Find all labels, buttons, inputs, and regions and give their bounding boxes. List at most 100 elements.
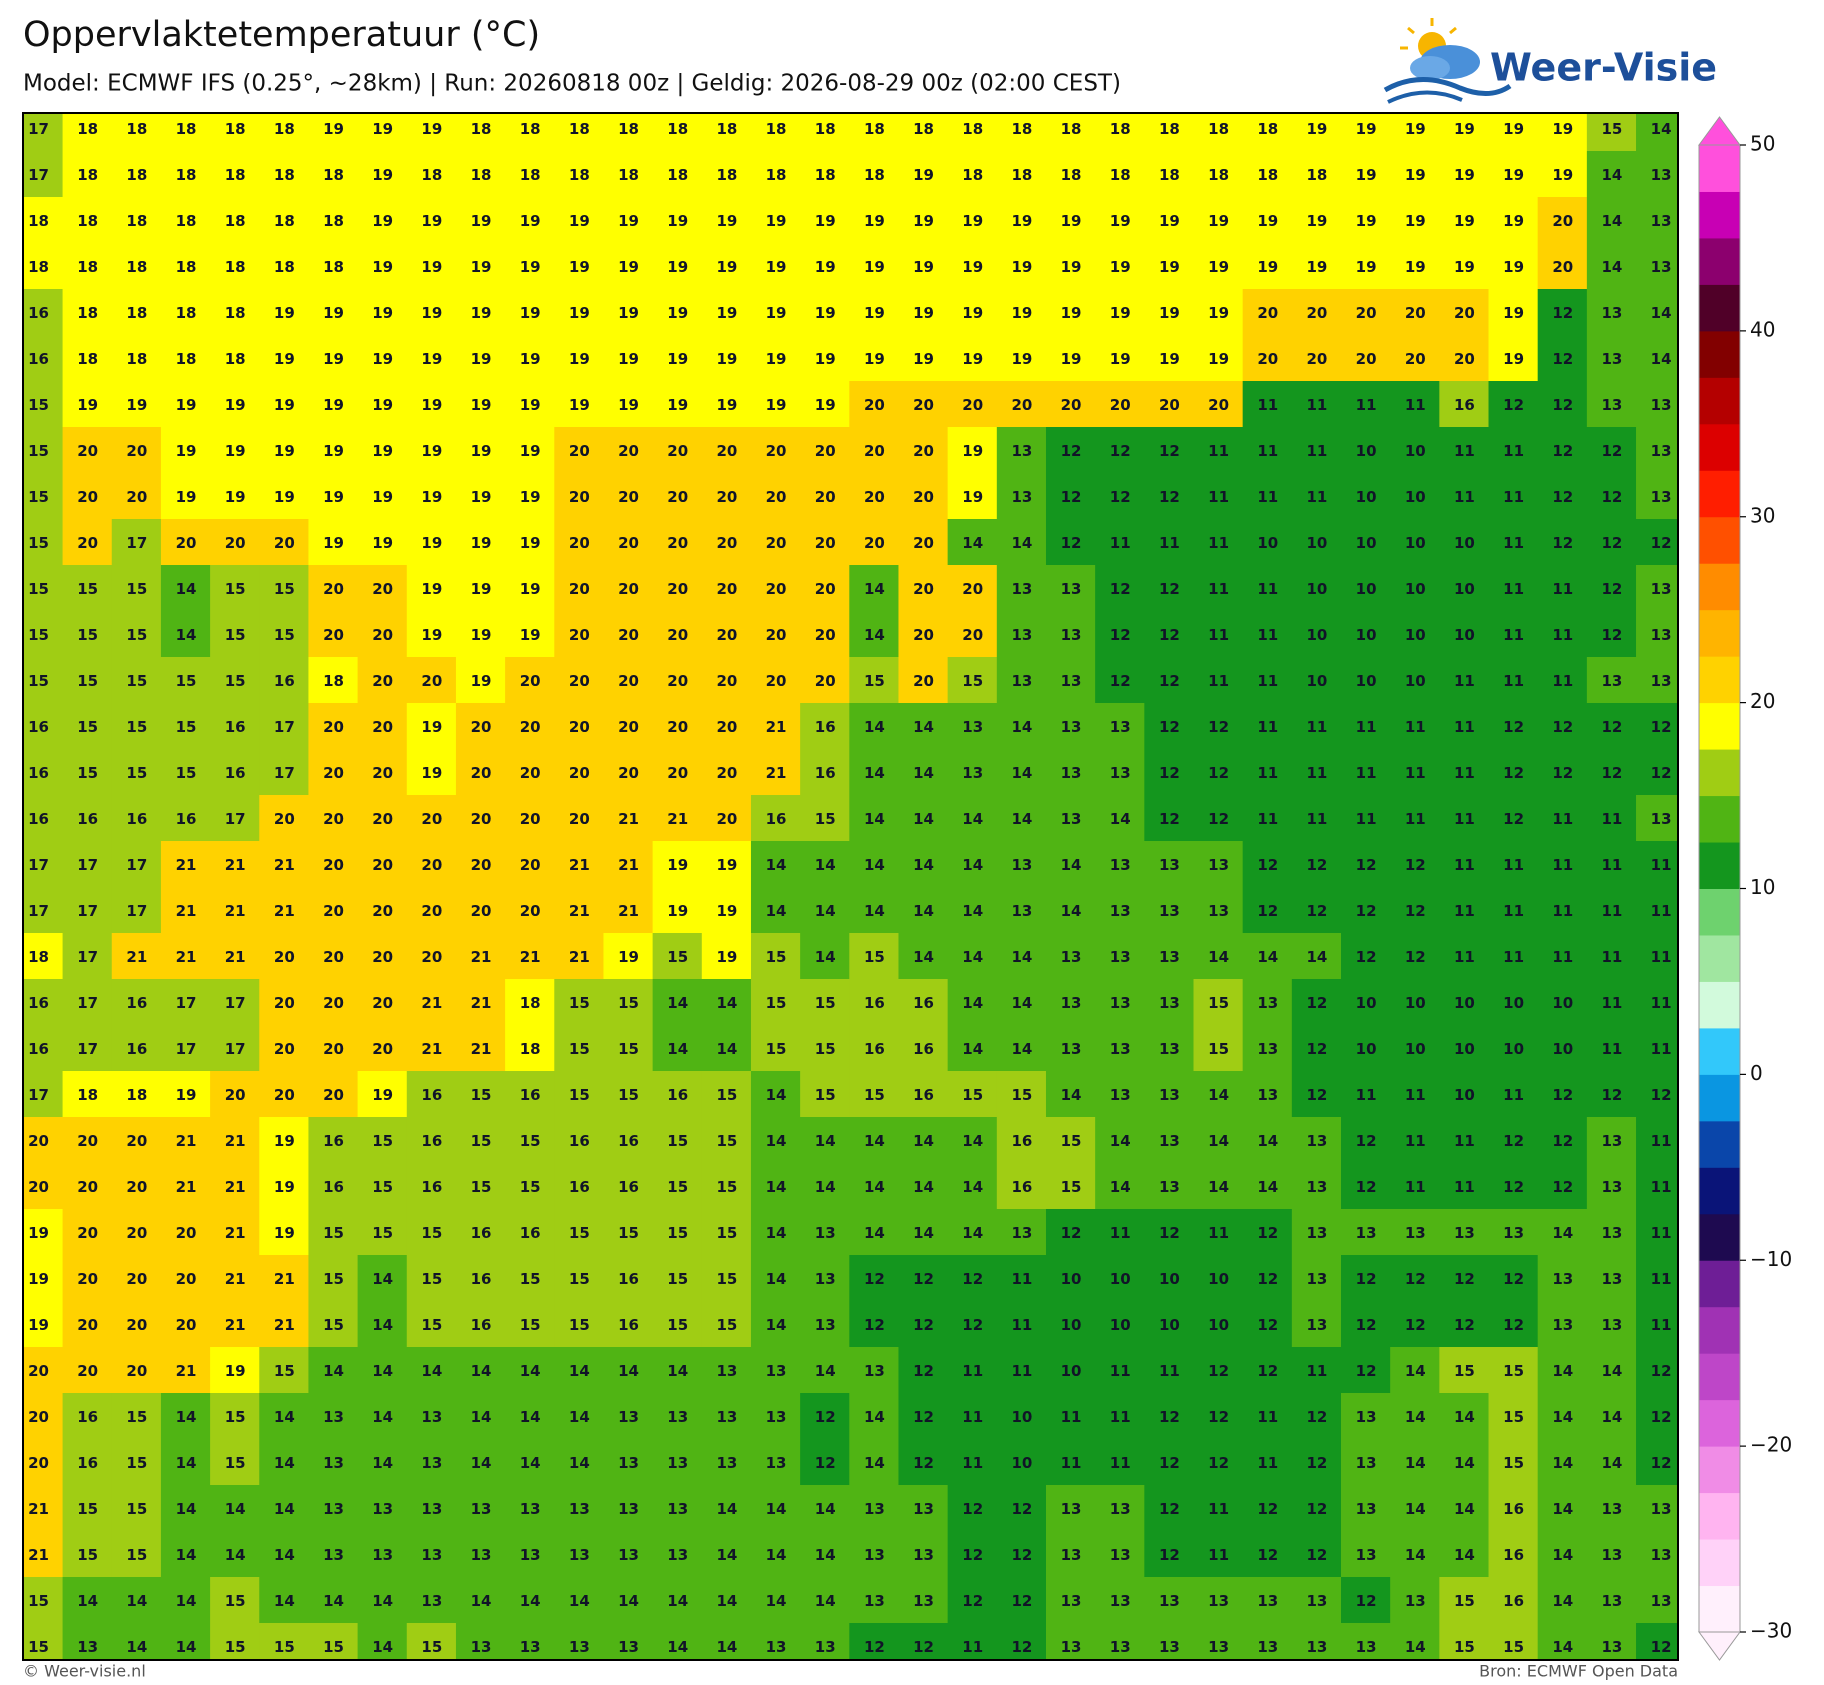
cell-label: 17 <box>77 994 98 1012</box>
cell-label: 15 <box>372 1132 393 1150</box>
cell-label: 14 <box>913 718 934 736</box>
temperature-cell <box>1242 381 1293 428</box>
temperature-cell <box>259 381 310 428</box>
temperature-cell <box>947 749 998 796</box>
cell-label: 20 <box>766 626 787 644</box>
cell-label: 20 <box>766 442 787 460</box>
colorbar-tick-label: 50 <box>1750 132 1775 156</box>
temperature-cell <box>1291 611 1343 658</box>
temperature-cell <box>1439 795 1490 842</box>
cell-label: 18 <box>225 304 246 322</box>
cell-label: 16 <box>28 350 49 368</box>
temperature-cell <box>1636 243 1678 290</box>
temperature-cell <box>62 243 113 290</box>
cell-label: 12 <box>1651 1454 1672 1472</box>
cell-label: 15 <box>618 1040 639 1058</box>
cell-label: 11 <box>1552 856 1573 874</box>
cell-label: 15 <box>1454 1362 1475 1380</box>
cell-label: 14 <box>176 1454 197 1472</box>
cell-label: 13 <box>1110 1086 1131 1104</box>
cell-label: 14 <box>569 1454 590 1472</box>
cell-label: 14 <box>913 856 934 874</box>
cell-label: 14 <box>913 948 934 966</box>
cell-label: 19 <box>1159 304 1180 322</box>
temperature-cell <box>603 565 654 612</box>
cell-label: 19 <box>520 304 541 322</box>
cell-label: 19 <box>274 1178 295 1196</box>
cell-label: 10 <box>1454 994 1475 1012</box>
temperature-cell <box>259 289 310 336</box>
cell-label: 19 <box>667 396 688 414</box>
cell-label: 13 <box>1159 1040 1180 1058</box>
temperature-cell <box>308 197 359 244</box>
cell-label: 19 <box>1405 120 1426 138</box>
cell-label: 18 <box>77 212 98 230</box>
cell-label: 13 <box>1061 1040 1082 1058</box>
cell-label: 20 <box>323 1086 344 1104</box>
temperature-cell <box>554 703 605 750</box>
temperature-cell <box>1242 703 1293 750</box>
cell-label: 19 <box>471 350 492 368</box>
cell-label: 11 <box>1061 1454 1082 1472</box>
temperature-cell <box>1193 427 1244 474</box>
temperature-cell <box>1586 795 1638 842</box>
cell-label: 11 <box>1552 580 1573 598</box>
cell-label: 13 <box>913 1500 934 1518</box>
cell-label: 11 <box>1208 442 1229 460</box>
cell-label: 19 <box>421 764 442 782</box>
cell-label: 12 <box>1061 1224 1082 1242</box>
cell-label: 12 <box>962 1500 983 1518</box>
cell-label: 13 <box>864 1500 885 1518</box>
cell-label: 11 <box>1257 442 1278 460</box>
temperature-cell <box>1193 243 1244 290</box>
temperature-cell <box>1537 289 1588 336</box>
cell-label: 17 <box>28 166 49 184</box>
cell-label: 20 <box>716 534 737 552</box>
temperature-cell <box>23 749 64 796</box>
cell-label: 10 <box>1405 994 1426 1012</box>
cell-label: 15 <box>667 1178 688 1196</box>
cell-label: 12 <box>1159 810 1180 828</box>
cell-label: 16 <box>421 1132 442 1150</box>
cell-label: 20 <box>372 1040 393 1058</box>
cell-label: 20 <box>372 948 393 966</box>
colorbar-tick-label: −30 <box>1750 1619 1792 1643</box>
cell-label: 13 <box>1011 856 1032 874</box>
cell-label: 16 <box>77 1408 98 1426</box>
cell-label: 19 <box>323 350 344 368</box>
cell-label: 13 <box>1552 1316 1573 1334</box>
temperature-cell <box>1144 151 1195 198</box>
cell-label: 19 <box>372 120 393 138</box>
cell-label: 13 <box>323 1408 344 1426</box>
cell-label: 12 <box>1110 672 1131 690</box>
cell-label: 11 <box>1306 488 1327 506</box>
cell-label: 13 <box>1651 212 1672 230</box>
cell-label: 14 <box>1552 1454 1573 1472</box>
temperature-cell <box>505 473 556 520</box>
cell-label: 15 <box>28 580 49 598</box>
temperature-cell <box>406 565 457 612</box>
temperature-cell <box>1537 611 1588 658</box>
temperature-cell <box>603 335 654 382</box>
temperature-cell <box>701 151 752 198</box>
cell-label: 19 <box>1159 258 1180 276</box>
temperature-cell <box>62 519 113 566</box>
temperature-cell <box>898 427 949 474</box>
cell-label: 19 <box>1503 258 1524 276</box>
cell-label: 15 <box>1061 1132 1082 1150</box>
cell-label: 12 <box>1061 442 1082 460</box>
cell-label: 20 <box>372 626 393 644</box>
cell-label: 20 <box>421 948 442 966</box>
cell-label: 15 <box>323 1224 344 1242</box>
cell-label: 18 <box>1061 120 1082 138</box>
cell-label: 14 <box>815 1362 836 1380</box>
temperature-cell <box>1636 749 1678 796</box>
cell-label: 13 <box>766 1408 787 1426</box>
cell-label: 12 <box>913 1638 934 1656</box>
cell-label: 19 <box>913 212 934 230</box>
cell-label: 11 <box>1405 396 1426 414</box>
temperature-cell <box>357 565 408 612</box>
cell-label: 14 <box>372 1592 393 1610</box>
temperature-cell <box>1095 703 1146 750</box>
cell-label: 18 <box>962 120 983 138</box>
